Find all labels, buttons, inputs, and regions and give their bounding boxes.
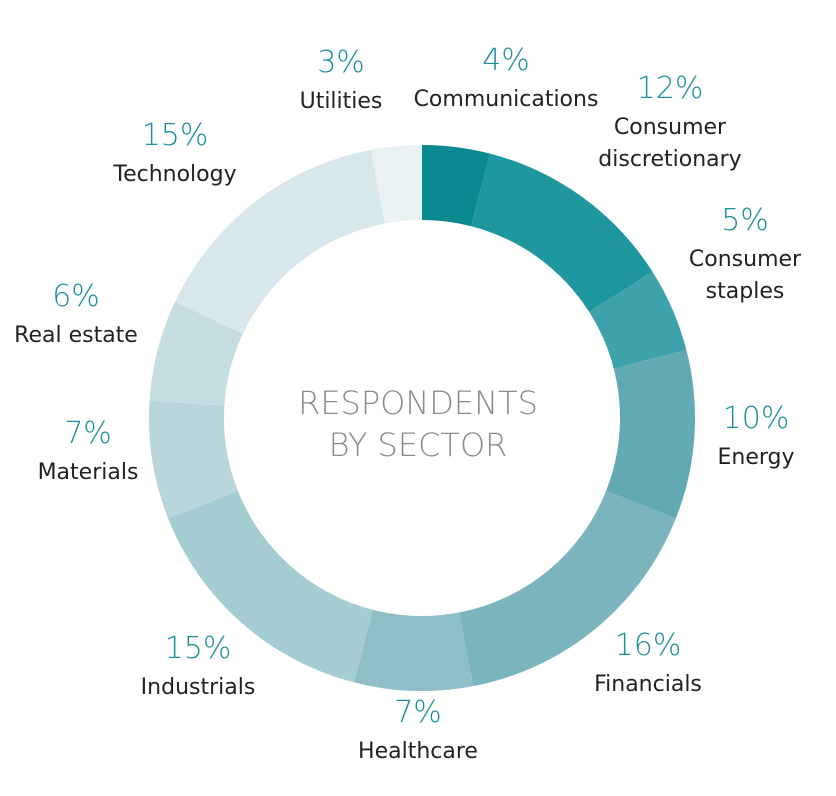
category-label-consumer-discretionary: Consumer [614,115,727,140]
donut-slices [149,145,695,691]
slice-industrials [168,490,373,683]
percent-label-real-estate: 6% [52,279,100,314]
percent-label-financials: 16% [615,628,682,663]
percent-label-consumer-discretionary: 12% [637,71,704,106]
percent-label-consumer-staples: 5% [721,203,769,238]
category-label-technology: Technology [112,162,236,187]
category-label-industrials: Industrials [141,675,256,700]
category-label-utilities: Utilities [300,89,383,114]
slice-healthcare [354,609,474,691]
percent-label-materials: 7% [64,416,112,451]
slice-real-estate [149,301,243,406]
slice-consumer-discretionary [471,153,653,312]
slice-labels: 4% Communications 12% Consumer discretionary… [14,43,802,764]
center-label: RESPONDENTS BY SECTOR [298,384,538,464]
category-label-real-estate: Real estate [14,323,138,348]
slice-technology [174,149,385,334]
slice-consumer-staples [589,271,687,369]
category-label-consumer-discretionary: discretionary [598,147,741,172]
percent-label-utilities: 3% [317,45,365,80]
percent-label-industrials: 15% [165,631,232,666]
category-label-consumer-staples: Consumer [689,247,802,272]
center-label-line-2: BY SECTOR [329,426,508,464]
slice-materials [149,400,238,519]
category-label-materials: Materials [38,460,139,485]
category-label-healthcare: Healthcare [358,739,478,764]
percent-label-healthcare: 7% [394,695,442,730]
category-label-communications: Communications [414,87,599,112]
percent-label-energy: 10% [723,401,790,436]
slice-financials [459,490,676,687]
percent-label-communications: 4% [482,43,530,78]
slice-energy [606,350,695,519]
category-label-energy: Energy [717,445,794,470]
percent-label-technology: 15% [142,118,209,153]
slice-communications [422,145,490,227]
category-label-consumer-staples: staples [706,279,785,304]
center-label-line-1: RESPONDENTS [298,384,538,422]
category-label-financials: Financials [594,672,702,697]
slice-utilities [370,145,422,224]
